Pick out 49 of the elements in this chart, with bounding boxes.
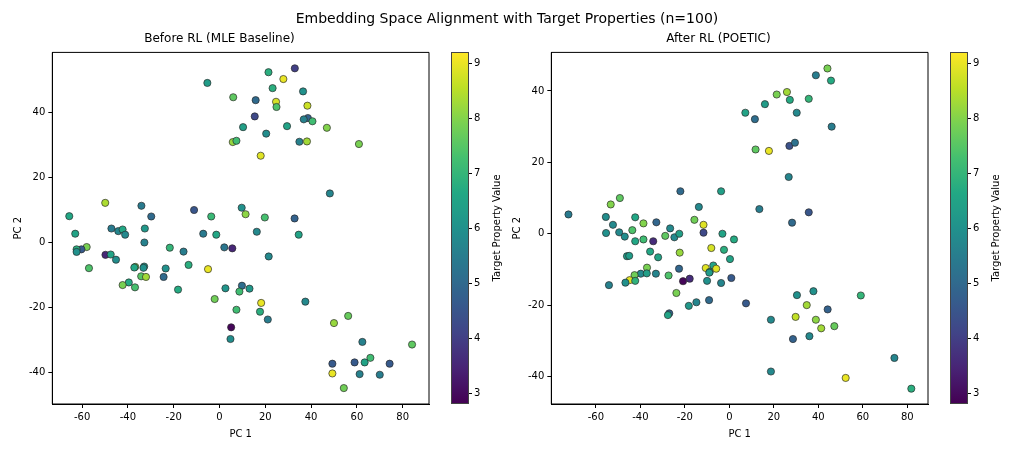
- color-bar-label: 8: [474, 111, 481, 126]
- x-tick-label: 0: [216, 410, 223, 422]
- x-tick-label: 20: [767, 410, 781, 422]
- x-axis-title: PC 1: [728, 427, 751, 439]
- color-bar-label: 5: [474, 276, 481, 291]
- x-tick-label: -60: [73, 410, 91, 422]
- y-tick-label: 40: [32, 106, 46, 118]
- x-tick-label: 80: [900, 410, 914, 422]
- y-tick-label: -40: [527, 370, 545, 382]
- x-tick-label: -40: [632, 410, 649, 422]
- color-bar-label: 7: [973, 166, 980, 181]
- color-bar-label: 4: [973, 331, 980, 346]
- color-bar-label: 6: [973, 221, 980, 236]
- x-tick-label: 40: [811, 410, 825, 422]
- x-axis-title: PC 1: [229, 427, 252, 439]
- x-tick-label: -20: [676, 410, 693, 422]
- x-tick-label: 60: [350, 410, 364, 422]
- color-bar-label: 9: [973, 56, 980, 71]
- x-tick-label: -20: [165, 410, 182, 422]
- y-tick-label: -40: [28, 366, 46, 378]
- y-tick-label: -20: [28, 301, 46, 313]
- y-tick-label: 0: [38, 236, 46, 248]
- x-tick-label: -60: [587, 410, 604, 422]
- color-bar-label: 5: [973, 276, 980, 291]
- y-tick-label: 40: [531, 84, 545, 96]
- x-tick-label: 80: [396, 410, 410, 422]
- x-tick-label: 60: [856, 410, 870, 422]
- color-bar-title: Target Property Value: [491, 174, 503, 282]
- y-tick-label: 20: [32, 171, 46, 183]
- color-bar-label: 7: [474, 166, 481, 181]
- x-tick-label: -40: [119, 410, 137, 422]
- color-bar-label: 3: [474, 386, 481, 400]
- y-axis-title: PC 2: [11, 216, 23, 240]
- y-tick-label: 20: [531, 155, 545, 167]
- text: Embedding Space Alignment with Target Properties (n=100): [294, 9, 720, 28]
- x-tick-label: 40: [304, 410, 318, 422]
- y-tick-label: 0: [537, 227, 545, 239]
- color-bar-label: 6: [474, 221, 481, 236]
- x-tick-label: 20: [258, 410, 272, 422]
- color-bar-label: 8: [973, 111, 980, 126]
- y-tick-label: -20: [527, 298, 545, 310]
- y-axis-title: PC 2: [510, 216, 522, 240]
- chart-title: After RL (POETIC): [666, 31, 771, 46]
- x-tick-label: 0: [726, 410, 733, 422]
- color-bar-label: 4: [474, 331, 481, 346]
- color-bar-label: 9: [474, 56, 481, 71]
- chart-title: Before RL (MLE Baseline): [144, 31, 295, 46]
- color-bar-label: 3: [973, 386, 980, 400]
- color-bar-title: Target Property Value: [990, 174, 1002, 282]
